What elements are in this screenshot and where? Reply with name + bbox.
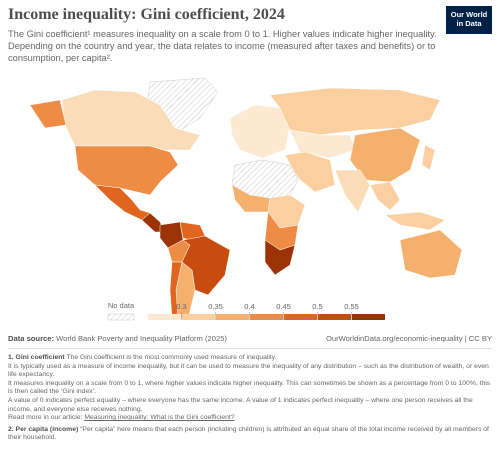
legend-swatch [284,314,317,320]
no-data-label: No data [108,301,135,310]
indonesia [384,211,446,231]
legend-swatch [250,314,283,320]
note-link[interactable]: Measuring inequality: What is the Gini c… [84,414,235,422]
title: Income inequality: Gini coefficient, 202… [8,6,285,23]
legend-swatch [148,314,181,320]
source: World Bank Poverty and Inequality Platfo… [56,334,227,343]
map: No data 0.3 0.35 0.4 0.45 0.5 0.55 [29,77,463,321]
legend-tick-label: 0.55 [344,302,359,311]
australia [399,229,463,279]
legend-tick-label: 0.45 [276,302,291,311]
brazil [181,235,231,296]
southeast-asia [369,181,401,211]
legend-tick-label: 0.35 [208,302,223,311]
no-data-swatch [107,313,135,321]
legend-tick-label: 0.5 [312,302,322,311]
note-text: “Per capita” here means that each person… [8,425,489,442]
china [349,127,421,183]
notes: 1. Gini coefficient The Gini coefficient… [8,354,492,446]
note-text: A value of 0 indicates perfect equality … [8,396,473,413]
legend-swatch [318,314,351,320]
legend-tick-label: 0.3 [176,302,186,311]
legend-swatch [352,314,385,320]
countries [29,77,463,321]
logo-line: Our World [450,10,488,19]
divider [8,348,492,349]
note-text: The Gini coefficient is the most commonl… [66,354,277,361]
southern-africa [264,239,296,276]
legend-swatch [182,314,215,320]
note-text: Read more in our article: [8,414,83,422]
middle-east [284,151,336,193]
note-text: It measures inequality on a scale from 0… [8,379,491,396]
legend-tick-label: 0.4 [244,302,254,311]
logo-line: in Data [456,19,482,28]
legend-swatch [216,314,249,320]
note: 2. Per capita (income) “Per capita” here… [8,426,492,443]
canada [61,89,201,151]
japan [421,144,436,171]
legend: No data 0.3 0.35 0.4 0.45 0.5 0.55 [107,301,385,321]
subtitle: The Gini coefficient¹ measures inequalit… [8,29,437,63]
note-label: 2. Per capita (income) [8,425,79,433]
europe [229,104,291,159]
india [334,169,371,213]
source-label: Data source: [8,334,55,343]
note-label: 1. Gini coefficient [8,354,65,361]
footer: Data source: World Bank Poverty and Ineq… [8,334,492,343]
alaska [29,99,67,129]
russia [269,87,441,136]
note-text: It is typically used as a measure of inc… [8,362,489,379]
url[interactable]: OurWorldinData.org/economic-inequality |… [325,334,492,343]
usa [74,145,179,196]
note: 1. Gini coefficient The Gini coefficient… [8,354,492,423]
logo[interactable]: Our World in Data [446,6,492,34]
